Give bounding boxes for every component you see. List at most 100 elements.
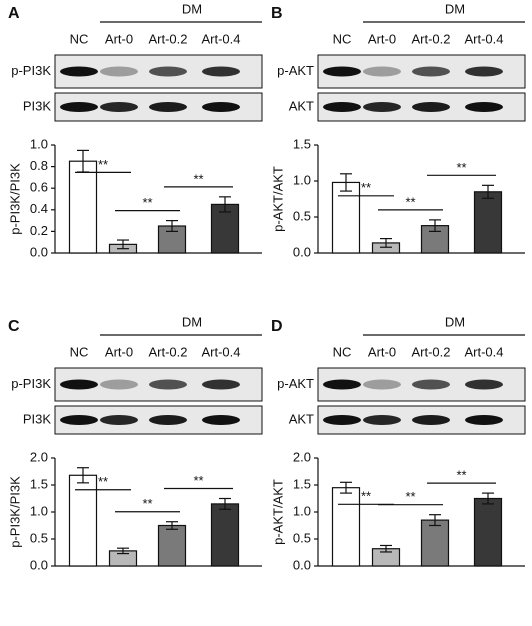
significance-label: **: [405, 194, 415, 209]
y-tick-label: 0.5: [293, 208, 311, 223]
band: [149, 415, 187, 425]
y-tick-label: 0.0: [30, 244, 48, 259]
band: [202, 102, 240, 112]
group-label: DM: [445, 314, 465, 329]
lane-label: NC: [70, 344, 89, 359]
band: [465, 102, 503, 112]
blot-label: AKT: [289, 411, 314, 426]
band: [149, 379, 187, 390]
lane-label: NC: [70, 31, 89, 46]
y-tick-label: 1.0: [30, 503, 48, 518]
lane-label: Art-0.2: [148, 344, 187, 359]
y-axis-label: p-AKT/AKT: [270, 479, 285, 545]
band: [202, 379, 240, 390]
y-axis-label: p-PI3K/PI3K: [7, 163, 22, 235]
y-tick-label: 0.0: [293, 244, 311, 259]
band: [412, 415, 450, 425]
band: [202, 415, 240, 425]
lane-label: Art-0.4: [464, 31, 503, 46]
significance-label: **: [98, 157, 108, 172]
panel: B DM NC Art-0 Art-0.2 Art-0.4 p-AKT AKT 0.0 0.5 1.…: [270, 1, 526, 259]
band: [60, 66, 98, 77]
blot-label: p-AKT: [277, 63, 314, 78]
y-tick-label: 0.5: [30, 530, 48, 545]
significance-label: **: [98, 474, 108, 489]
band: [465, 379, 503, 390]
y-tick-label: 0.5: [293, 530, 311, 545]
y-axis-label: p-AKT/AKT: [270, 166, 285, 232]
y-tick-label: 0.6: [30, 180, 48, 195]
band: [412, 379, 450, 390]
y-tick-label: 2.0: [293, 449, 311, 464]
y-tick-label: 0.0: [30, 557, 48, 572]
blot-label: p-PI3K: [11, 63, 51, 78]
significance-label: **: [361, 180, 371, 195]
band: [149, 102, 187, 112]
band: [363, 379, 401, 390]
lane-label: Art-0.2: [411, 344, 450, 359]
band: [202, 66, 240, 77]
band: [60, 415, 98, 425]
blot-label: p-AKT: [277, 376, 314, 391]
band: [363, 102, 401, 112]
lane-label: Art-0: [105, 344, 133, 359]
y-tick-label: 0.2: [30, 223, 48, 238]
y-tick-label: 0.0: [293, 557, 311, 572]
lane-label: NC: [333, 31, 352, 46]
panel: D DM NC Art-0 Art-0.2 Art-0.4 p-AKT AKT 0.0 0.5 1.…: [270, 314, 526, 572]
lane-label: Art-0.2: [148, 31, 187, 46]
panel-letter: B: [271, 5, 283, 22]
lane-label: Art-0.2: [411, 31, 450, 46]
y-tick-label: 1.0: [293, 172, 311, 187]
significance-label: **: [456, 160, 466, 175]
lane-label: Art-0.4: [464, 344, 503, 359]
panel: C DM NC Art-0 Art-0.2 Art-0.4 p-PI3K PI3K 0.0 0.5…: [7, 314, 263, 572]
panel-letter: D: [271, 318, 283, 335]
band: [363, 66, 401, 77]
y-tick-label: 1.0: [293, 503, 311, 518]
group-label: DM: [182, 314, 202, 329]
band: [100, 102, 138, 112]
band: [60, 102, 98, 112]
bar: [157, 524, 187, 567]
bar: [68, 160, 98, 254]
band: [100, 415, 138, 425]
bar: [420, 519, 450, 567]
band: [149, 66, 187, 77]
y-tick-label: 1.0: [30, 136, 48, 151]
panel-letter: A: [8, 5, 20, 22]
band: [323, 102, 361, 112]
blot-label: PI3K: [23, 98, 52, 113]
group-label: DM: [182, 1, 202, 16]
y-axis-label: p-PI3K/PI3K: [7, 476, 22, 548]
band: [323, 379, 361, 390]
y-tick-label: 0.4: [30, 201, 48, 216]
bar: [331, 181, 361, 254]
band: [363, 415, 401, 425]
bar: [331, 487, 361, 567]
panel-letter: C: [8, 318, 20, 335]
band: [465, 66, 503, 77]
y-tick-label: 1.5: [293, 136, 311, 151]
lane-label: NC: [333, 344, 352, 359]
lane-label: Art-0: [368, 344, 396, 359]
y-tick-label: 0.8: [30, 158, 48, 173]
band: [323, 415, 361, 425]
y-tick-label: 2.0: [30, 449, 48, 464]
significance-label: **: [142, 496, 152, 511]
significance-label: **: [405, 489, 415, 504]
significance-label: **: [193, 473, 203, 488]
panel: A DM NC Art-0 Art-0.2 Art-0.4 p-PI3K PI3K 0.0 0.2…: [7, 1, 263, 259]
bar: [473, 191, 503, 254]
lane-label: Art-0: [368, 31, 396, 46]
band: [412, 102, 450, 112]
significance-label: **: [193, 171, 203, 186]
lane-label: Art-0.4: [201, 344, 240, 359]
lane-label: Art-0: [105, 31, 133, 46]
band: [100, 66, 138, 77]
bar: [210, 503, 240, 567]
band: [60, 379, 98, 390]
significance-label: **: [142, 195, 152, 210]
lane-label: Art-0.4: [201, 31, 240, 46]
